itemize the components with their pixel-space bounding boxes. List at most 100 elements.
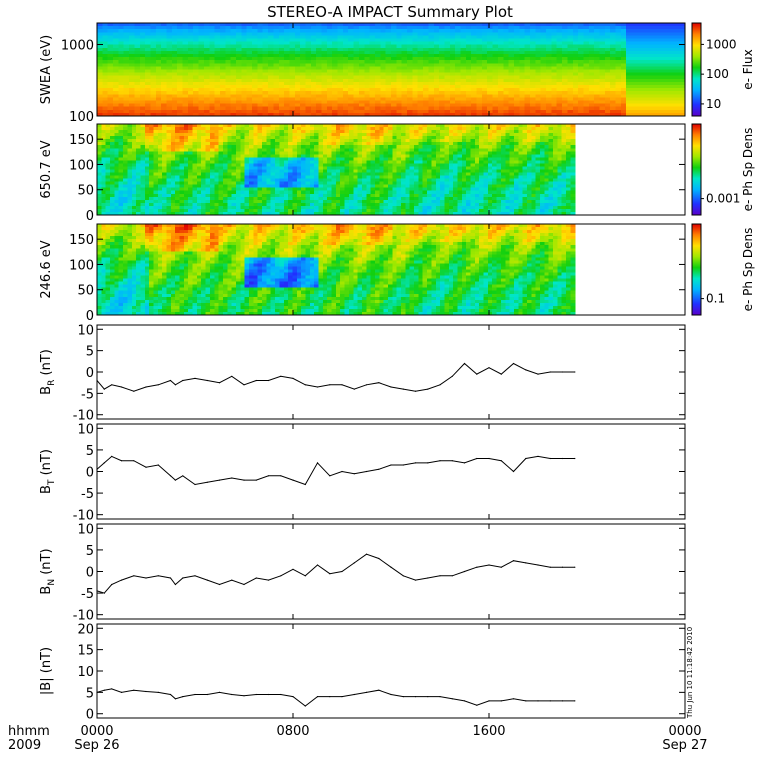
- ytick-label: 100: [69, 158, 94, 173]
- data-point: [574, 566, 576, 568]
- panel-4: 10 5 0 -5 -10 BR (nT): [39, 323, 686, 424]
- data-point: [341, 470, 343, 473]
- data-point: [182, 696, 184, 698]
- data-point: [378, 689, 380, 691]
- data-line: [96, 688, 575, 707]
- data-point: [243, 583, 245, 586]
- data-point: [427, 577, 429, 579]
- colorbar-tick-label: 0.001: [706, 192, 740, 206]
- data-point: [145, 386, 147, 388]
- data-point: [488, 457, 490, 460]
- heatmap-cells: [97, 224, 576, 316]
- data-point: [500, 700, 502, 702]
- data-point: [145, 690, 147, 693]
- colorbar-tick-label: 10: [706, 97, 721, 111]
- ytick-label: 50: [77, 284, 94, 299]
- data-point: [476, 373, 478, 375]
- data-point: [267, 693, 270, 696]
- panel-frame: [96, 123, 686, 216]
- panel-1: 1000 100 10 e- Flux 1000 100 SWEA (eV): [39, 22, 755, 125]
- data-point: [111, 688, 113, 690]
- data-point: [194, 693, 196, 696]
- panel-frame: [96, 523, 686, 620]
- data-point: [427, 388, 429, 390]
- data-point: [292, 377, 294, 379]
- data-point: [182, 577, 184, 579]
- x-corner-label-time: hhmm: [8, 724, 50, 739]
- ytick-label: 0: [86, 209, 94, 224]
- data-point: [169, 475, 172, 477]
- data-point: [304, 705, 306, 707]
- data-point: [174, 384, 176, 386]
- data-point: [120, 691, 123, 694]
- data-point: [549, 457, 551, 460]
- ytick-label: -5: [81, 387, 94, 402]
- colorbar: [691, 223, 702, 316]
- panel-frame: [96, 324, 686, 420]
- data-point: [537, 700, 539, 702]
- data-point: [537, 373, 539, 375]
- data-point: [292, 696, 294, 698]
- colorbar: [691, 123, 702, 216]
- data-point: [537, 564, 539, 566]
- data-point: [292, 568, 294, 570]
- ytick-label: -5: [81, 587, 94, 602]
- data-point: [182, 379, 184, 382]
- ytick-label: 10: [77, 665, 94, 680]
- data-point: [111, 583, 113, 586]
- data-point: [304, 384, 306, 386]
- ytick-label: -10: [73, 409, 94, 424]
- data-point: [353, 693, 355, 696]
- data-point: [194, 377, 196, 379]
- data-point: [402, 388, 404, 390]
- data-point: [194, 483, 196, 486]
- data-point: [365, 691, 368, 694]
- ytick-label: 100: [69, 258, 94, 273]
- ytick-label: 5: [86, 544, 94, 559]
- data-point: [316, 564, 319, 566]
- ylabel: SWEA (eV): [39, 35, 54, 104]
- data-point: [280, 375, 282, 377]
- data-point: [439, 384, 441, 386]
- data-point: [427, 462, 429, 464]
- data-point: [500, 566, 502, 568]
- ytick-label: 0: [86, 366, 94, 381]
- data-point: [255, 577, 257, 579]
- data-point: [169, 577, 172, 579]
- data-point: [280, 475, 282, 477]
- data-point: [174, 479, 176, 481]
- ytick-label: 10: [77, 522, 94, 537]
- data-point: [231, 579, 233, 581]
- data-point: [206, 579, 208, 581]
- data-point: [231, 477, 233, 479]
- data-point: [525, 562, 527, 564]
- ytick-label: 150: [69, 133, 94, 148]
- data-point: [525, 369, 527, 371]
- data-point: [561, 566, 564, 568]
- data-point: [267, 579, 270, 581]
- data-point: [231, 375, 233, 377]
- ytick-label: 15: [77, 644, 94, 659]
- data-point: [174, 583, 176, 586]
- data-point: [549, 371, 551, 373]
- data-point: [414, 696, 417, 698]
- data-point: [561, 371, 564, 373]
- xtick-label: 0000: [80, 724, 113, 739]
- data-point: [512, 470, 515, 473]
- ytick-label: 150: [69, 233, 94, 248]
- data-point: [145, 577, 147, 579]
- data-point: [390, 386, 392, 388]
- ylabel: BT (nT): [39, 449, 57, 494]
- data-point: [488, 367, 490, 369]
- data-point: [390, 566, 392, 568]
- data-point: [537, 455, 539, 457]
- ylabel: BN (nT): [39, 548, 57, 594]
- data-point: [463, 462, 466, 464]
- xtick-date-label: Sep 27: [662, 738, 707, 753]
- data-point: [157, 384, 159, 386]
- data-point: [316, 696, 319, 698]
- data-point: [512, 560, 515, 562]
- data-point: [488, 564, 490, 566]
- data-point: [133, 460, 135, 462]
- ylabel: 650.7 eV: [39, 140, 54, 198]
